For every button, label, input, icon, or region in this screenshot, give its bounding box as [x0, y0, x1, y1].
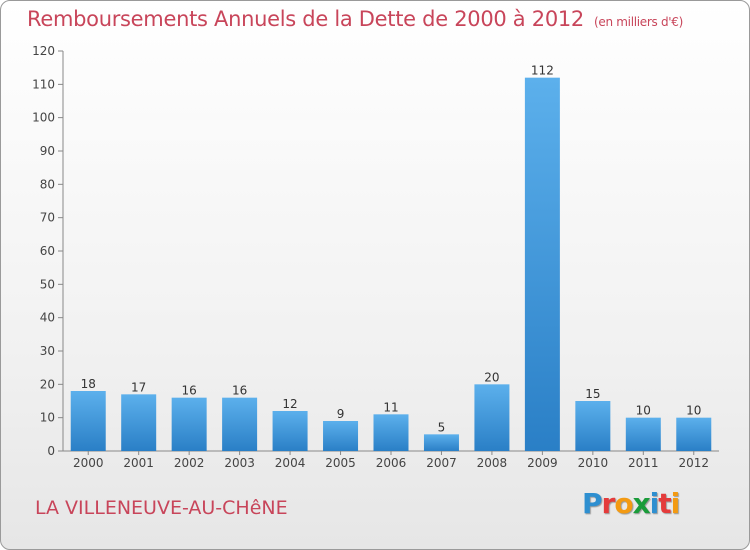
data-label: 15 — [585, 387, 600, 401]
logo-letter: x — [632, 487, 651, 520]
y-tick-label: 10 — [40, 411, 55, 425]
bar — [373, 414, 409, 451]
x-tick-label: 2010 — [578, 456, 609, 470]
x-tick-label: 2008 — [477, 456, 508, 470]
axes: 0 10 20 30 40 50 60 70 80 90 100 110 120 2000 2001 2002… — [32, 44, 719, 470]
x-tick-label: 2005 — [325, 456, 356, 470]
x-tick-label: 2001 — [123, 456, 154, 470]
y-tick-label: 90 — [40, 144, 55, 158]
bar — [524, 77, 560, 452]
x-tick-label: 2006 — [376, 456, 407, 470]
chart-title-text: Remboursements Annuels de la Dette de 20… — [27, 7, 584, 31]
data-label: 16 — [232, 384, 247, 398]
y-tick-label: 60 — [40, 244, 55, 258]
bar — [70, 391, 106, 451]
y-tick-label: 20 — [40, 377, 55, 391]
bar — [222, 397, 258, 451]
data-label: 10 — [636, 404, 651, 418]
logo-letter: P — [582, 487, 603, 520]
data-label: 17 — [131, 380, 146, 394]
x-tick-label: 2004 — [275, 456, 306, 470]
bar — [121, 394, 157, 451]
data-label: 9 — [337, 407, 345, 421]
x-tick-label: 2002 — [174, 456, 205, 470]
chart-unit: (en milliers d'€) — [594, 15, 684, 29]
y-tick-label: 100 — [32, 111, 55, 125]
proxiti-logo: Proxiti — [582, 487, 681, 520]
y-tick-label: 110 — [32, 77, 55, 91]
data-label: 18 — [81, 377, 96, 391]
y-tick-label: 0 — [47, 444, 55, 458]
data-label: 10 — [686, 404, 701, 418]
logo-letter: t — [658, 487, 671, 520]
bar — [676, 417, 712, 451]
x-tick-label: 2007 — [426, 456, 457, 470]
y-tick-label: 50 — [40, 277, 55, 291]
x-tick-label: 2003 — [224, 456, 255, 470]
logo-letter: i — [649, 487, 660, 520]
bar — [474, 384, 510, 451]
data-label: 112 — [531, 64, 554, 78]
data-label: 16 — [182, 384, 197, 398]
y-tick-label: 80 — [40, 177, 55, 191]
y-tick-label: 40 — [40, 311, 55, 325]
x-tick-label: 2009 — [527, 456, 558, 470]
x-tick-label: 2000 — [73, 456, 104, 470]
bars — [70, 77, 712, 452]
y-tick-label: 70 — [40, 211, 55, 225]
bar — [625, 417, 661, 451]
bar — [423, 434, 459, 451]
x-tick-label: 2012 — [678, 456, 709, 470]
logo-letter: i — [670, 487, 681, 520]
data-label: 11 — [383, 400, 398, 414]
data-label: 12 — [282, 397, 297, 411]
y-tick-label: 120 — [32, 44, 55, 58]
bar — [323, 421, 359, 451]
data-label: 5 — [438, 420, 446, 434]
y-tick-label: 30 — [40, 344, 55, 358]
commune-name: LA VILLENEUVE-AU-CHêNE — [35, 497, 288, 519]
data-label: 20 — [484, 370, 499, 384]
bar — [272, 411, 308, 451]
logo-letter: r — [601, 487, 616, 520]
bar — [575, 401, 611, 451]
chart-title: Remboursements Annuels de la Dette de 20… — [27, 7, 683, 31]
logo-letter: o — [614, 487, 633, 520]
value-labels: 18 17 16 16 12 9 11 5 20 112 15 10 10 — [81, 64, 702, 435]
bar — [171, 397, 207, 451]
x-tick-label: 2011 — [628, 456, 659, 470]
